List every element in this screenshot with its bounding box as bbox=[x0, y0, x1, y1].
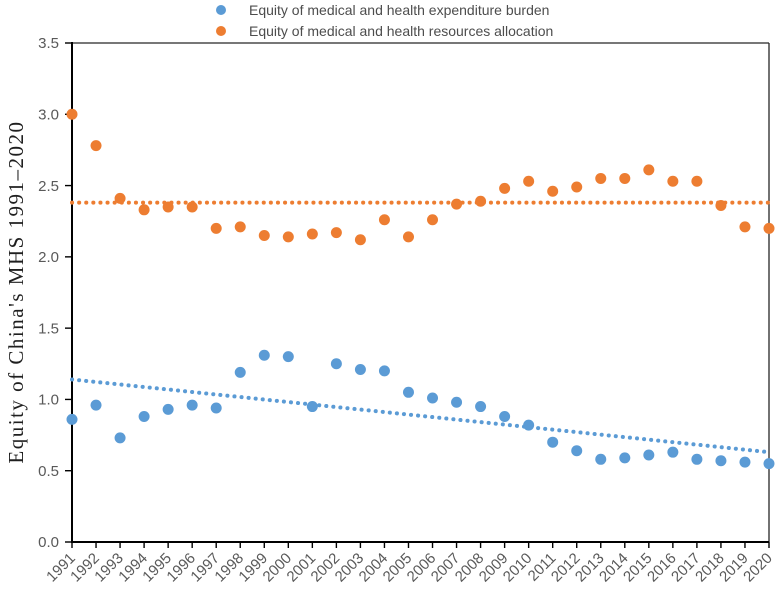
point-series-1-2009 bbox=[499, 182, 511, 194]
point-series-0-2007 bbox=[451, 396, 463, 408]
point-series-1-2010 bbox=[523, 175, 535, 187]
y-tick-label: 0.0 bbox=[38, 534, 59, 551]
point-series-0-2017 bbox=[691, 453, 703, 465]
point-series-1-2005 bbox=[402, 231, 414, 243]
series-1-points bbox=[66, 108, 775, 246]
point-series-1-2002 bbox=[330, 227, 342, 239]
point-series-1-2012 bbox=[571, 181, 583, 193]
x-axis: 1991199219931994199519961997199819992000… bbox=[43, 541, 776, 586]
point-series-0-2011 bbox=[547, 436, 559, 448]
point-series-1-2015 bbox=[643, 164, 655, 176]
point-series-1-2001 bbox=[306, 228, 318, 240]
legend-marker-expenditure-burden-icon bbox=[216, 5, 226, 16]
point-series-1-2003 bbox=[354, 234, 366, 246]
point-series-1-1992 bbox=[90, 140, 102, 152]
point-series-1-2017 bbox=[691, 175, 703, 187]
point-series-0-2015 bbox=[643, 449, 655, 461]
y-axis: 0.0 0.5 1.0 1.5 2.0 2.5 3.0 3.5 bbox=[38, 35, 73, 551]
point-series-0-1997 bbox=[210, 402, 222, 414]
point-series-0-1995 bbox=[162, 403, 174, 415]
y-tick-label: 1.0 bbox=[38, 392, 59, 409]
point-series-0-2004 bbox=[378, 365, 390, 377]
legend-label-expenditure-burden: Equity of medical and health expenditure… bbox=[249, 2, 550, 19]
plot-area: 0.0 0.5 1.0 1.5 2.0 2.5 3.0 3.5 1991199219931994… bbox=[38, 35, 776, 585]
legend-item-resources-allocation: Equity of medical and health resources a… bbox=[216, 21, 553, 42]
y-tick-label: 2.5 bbox=[38, 178, 59, 195]
point-series-1-2004 bbox=[378, 214, 390, 226]
point-series-0-1992 bbox=[90, 399, 102, 411]
point-series-1-1996 bbox=[186, 201, 198, 213]
y-tick-label: 1.5 bbox=[38, 320, 59, 337]
point-series-0-2006 bbox=[427, 392, 439, 404]
point-series-1-1999 bbox=[258, 229, 270, 241]
point-series-0-2010 bbox=[523, 419, 535, 431]
point-series-0-2001 bbox=[306, 401, 318, 413]
point-series-1-2018 bbox=[715, 200, 727, 212]
y-tick-label: 3.0 bbox=[38, 106, 59, 123]
point-series-0-2014 bbox=[619, 452, 631, 464]
point-series-0-1991 bbox=[66, 413, 78, 425]
point-series-1-2016 bbox=[667, 175, 679, 187]
point-series-1-1997 bbox=[210, 222, 222, 234]
point-series-1-1994 bbox=[138, 204, 150, 216]
point-series-0-2016 bbox=[667, 446, 679, 458]
chart-legend: Equity of medical and health expenditure… bbox=[216, 0, 553, 41]
point-series-1-2008 bbox=[475, 195, 487, 207]
point-series-0-1994 bbox=[138, 411, 150, 423]
point-series-1-1991 bbox=[66, 108, 78, 120]
point-series-0-2002 bbox=[330, 358, 342, 370]
point-series-1-2000 bbox=[282, 231, 294, 243]
point-series-1-2007 bbox=[451, 198, 463, 210]
point-series-0-2020 bbox=[763, 458, 775, 470]
trendline-series-0 bbox=[70, 377, 771, 455]
point-series-0-2000 bbox=[282, 351, 294, 363]
y-tick-label: 3.5 bbox=[38, 35, 59, 52]
point-series-1-2006 bbox=[427, 214, 439, 226]
point-series-0-2009 bbox=[499, 411, 511, 423]
point-series-1-2019 bbox=[739, 221, 751, 233]
point-series-1-2020 bbox=[763, 222, 775, 234]
point-series-0-2005 bbox=[402, 386, 414, 398]
trendlines bbox=[70, 200, 771, 455]
point-series-0-2012 bbox=[571, 445, 583, 457]
point-series-1-2014 bbox=[619, 172, 631, 184]
point-series-1-1995 bbox=[162, 201, 174, 213]
y-tick-label: 2.0 bbox=[38, 249, 59, 266]
point-series-0-1993 bbox=[114, 432, 126, 444]
point-series-0-1998 bbox=[234, 366, 246, 378]
legend-item-expenditure-burden: Equity of medical and health expenditure… bbox=[216, 0, 553, 21]
point-series-0-2013 bbox=[595, 453, 607, 465]
y-axis-title: Equity of China's MHS 1991–2020 bbox=[4, 120, 28, 463]
point-series-1-1998 bbox=[234, 221, 246, 233]
y-tick-label: 0.5 bbox=[38, 463, 59, 480]
data-points bbox=[66, 108, 775, 470]
plot-border bbox=[72, 42, 770, 542]
point-series-0-2008 bbox=[475, 401, 487, 413]
point-series-0-2003 bbox=[354, 363, 366, 375]
point-series-0-2018 bbox=[715, 455, 727, 467]
point-series-1-2013 bbox=[595, 172, 607, 184]
legend-marker-resources-allocation-icon bbox=[216, 25, 226, 36]
point-series-0-1999 bbox=[258, 349, 270, 361]
point-series-0-2019 bbox=[739, 456, 751, 468]
point-series-1-2011 bbox=[547, 185, 559, 197]
legend-label-resources-allocation: Equity of medical and health resources a… bbox=[249, 22, 554, 39]
point-series-1-1993 bbox=[114, 192, 126, 204]
point-series-0-1996 bbox=[186, 399, 198, 411]
x-tick-label: 2020 bbox=[740, 550, 776, 586]
series-0-points bbox=[66, 349, 775, 470]
